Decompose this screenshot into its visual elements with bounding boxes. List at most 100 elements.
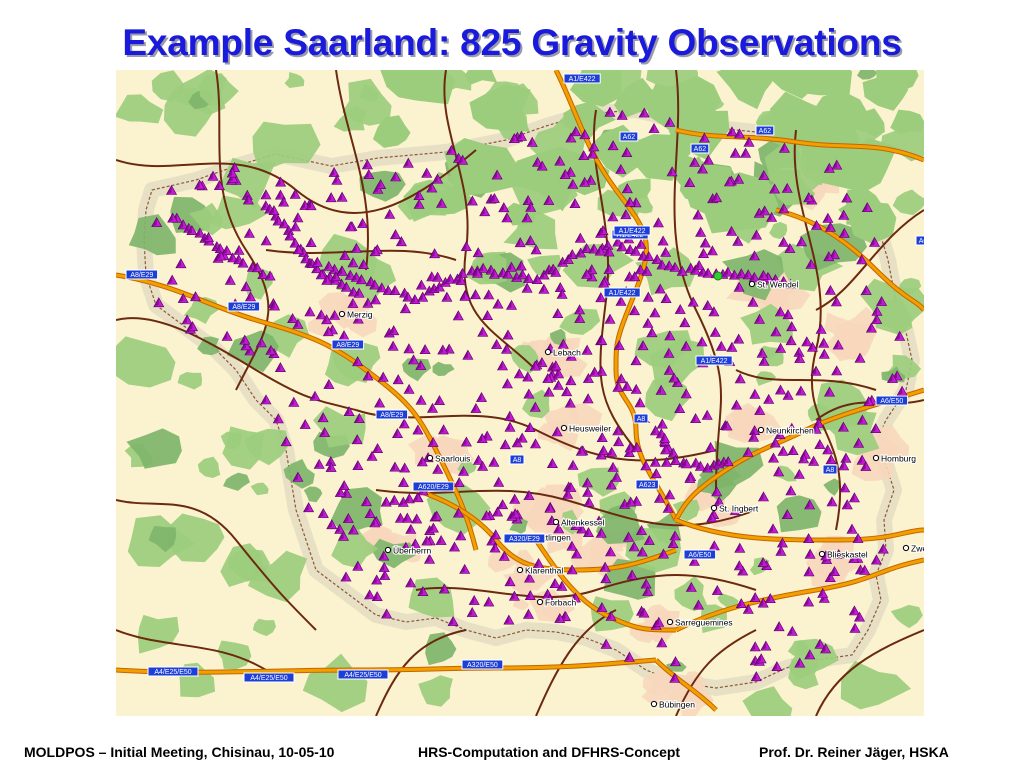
gravity-observation-marker[interactable] — [347, 524, 359, 535]
gravity-observation-marker[interactable] — [856, 414, 868, 425]
gravity-observation-marker[interactable] — [438, 424, 450, 435]
gravity-observation-marker[interactable] — [784, 242, 796, 253]
gravity-observation-marker[interactable] — [804, 548, 816, 559]
gravity-observation-marker[interactable] — [460, 436, 472, 447]
gravity-observation-marker[interactable] — [455, 530, 467, 541]
gravity-observation-marker[interactable] — [309, 390, 321, 401]
gravity-observation-marker[interactable] — [433, 281, 445, 292]
gravity-observation-marker[interactable] — [659, 432, 671, 443]
gravity-observation-marker[interactable] — [605, 479, 617, 490]
gravity-observation-marker[interactable] — [756, 347, 768, 358]
gravity-observation-marker[interactable] — [477, 326, 489, 337]
gravity-observation-marker[interactable] — [251, 262, 263, 273]
gravity-observation-marker[interactable] — [886, 372, 899, 383]
gravity-observation-marker[interactable] — [871, 313, 883, 324]
gravity-observation-marker[interactable] — [849, 622, 861, 633]
gravity-observation-marker[interactable] — [612, 425, 624, 436]
gravity-observation-marker[interactable] — [597, 225, 609, 235]
gravity-observation-marker[interactable] — [438, 583, 450, 594]
gravity-observation-marker[interactable] — [269, 300, 281, 311]
gravity-observation-marker[interactable] — [186, 225, 198, 235]
gravity-observation-marker[interactable] — [417, 291, 429, 302]
gravity-observation-marker[interactable] — [652, 217, 664, 228]
gravity-observation-marker[interactable] — [392, 374, 404, 385]
gravity-observation-marker[interactable] — [669, 672, 681, 683]
gravity-observation-marker[interactable] — [524, 235, 536, 245]
gravity-observation-marker[interactable] — [767, 452, 780, 463]
gravity-observation-marker[interactable] — [695, 226, 707, 237]
gravity-observation-marker[interactable] — [357, 217, 369, 228]
gravity-observation-marker[interactable] — [452, 310, 464, 321]
gravity-observation-marker[interactable] — [566, 564, 578, 575]
gravity-observation-marker[interactable] — [833, 548, 845, 559]
gravity-observation-marker[interactable] — [553, 523, 565, 534]
gravity-observation-marker[interactable] — [635, 524, 648, 535]
gravity-observation-marker[interactable] — [522, 371, 534, 382]
gravity-observation-marker[interactable] — [498, 202, 510, 213]
gravity-observation-marker[interactable] — [489, 542, 501, 553]
gravity-observation-marker[interactable] — [586, 264, 598, 275]
gravity-observation-marker[interactable] — [702, 299, 714, 310]
gravity-observation-marker[interactable] — [825, 454, 837, 465]
gravity-observation-marker[interactable] — [607, 461, 619, 472]
gravity-observation-marker[interactable] — [795, 385, 807, 396]
gravity-observation-marker[interactable] — [655, 384, 667, 395]
gravity-observation-marker[interactable] — [531, 156, 544, 167]
gravity-observation-marker[interactable] — [616, 241, 628, 252]
gravity-observation-marker[interactable] — [536, 160, 548, 171]
gravity-observation-marker[interactable] — [357, 259, 370, 269]
gravity-observation-marker[interactable] — [151, 216, 163, 227]
gravity-observation-marker[interactable] — [785, 335, 797, 346]
gravity-observation-marker[interactable] — [694, 460, 706, 471]
gravity-observation-marker[interactable] — [417, 586, 429, 597]
gravity-observation-marker[interactable] — [334, 523, 346, 534]
gravity-observation-marker[interactable] — [413, 198, 425, 209]
gravity-observation-marker[interactable] — [668, 372, 680, 383]
gravity-observation-marker[interactable] — [750, 229, 763, 240]
town-lebach[interactable]: Lebach — [544, 346, 582, 359]
gravity-observation-marker[interactable] — [598, 277, 610, 288]
gravity-observation-marker[interactable] — [278, 218, 290, 229]
gravity-observation-marker[interactable] — [838, 227, 850, 238]
gravity-observation-marker[interactable] — [375, 179, 387, 189]
gravity-observation-marker[interactable] — [355, 274, 367, 285]
gravity-observation-marker[interactable] — [421, 535, 433, 546]
gravity-observation-marker[interactable] — [522, 608, 535, 619]
gravity-observation-marker[interactable] — [638, 607, 650, 618]
gravity-observation-marker[interactable] — [378, 561, 390, 572]
gravity-observation-marker[interactable] — [557, 338, 569, 349]
town-homburg[interactable]: Homburg — [872, 452, 917, 465]
reference-point-marker[interactable] — [713, 271, 723, 281]
gravity-observation-marker[interactable] — [416, 456, 428, 467]
gravity-observation-marker[interactable] — [382, 284, 394, 295]
gravity-observation-marker[interactable] — [565, 132, 577, 143]
gravity-observation-marker[interactable] — [749, 641, 761, 652]
gravity-observation-marker[interactable] — [401, 512, 413, 523]
gravity-observation-marker[interactable] — [321, 314, 333, 325]
gravity-observation-marker[interactable] — [651, 253, 663, 264]
town--berherrn[interactable]: Überherrn — [384, 544, 433, 557]
gravity-observation-marker[interactable] — [664, 330, 676, 341]
gravity-observation-marker[interactable] — [778, 236, 790, 247]
gravity-observation-marker[interactable] — [362, 297, 374, 308]
gravity-observation-marker[interactable] — [642, 317, 654, 328]
gravity-observation-marker[interactable] — [569, 198, 581, 208]
gravity-observation-marker[interactable] — [315, 309, 327, 320]
gravity-observation-marker[interactable] — [711, 486, 723, 497]
gravity-observation-marker[interactable] — [687, 296, 699, 307]
gravity-observation-marker[interactable] — [830, 296, 842, 307]
gravity-observation-marker[interactable] — [748, 431, 760, 442]
gravity-observation-marker[interactable] — [526, 136, 538, 147]
gravity-observation-marker[interactable] — [653, 616, 665, 627]
gravity-observation-marker[interactable] — [597, 445, 610, 456]
gravity-observation-marker[interactable] — [595, 292, 607, 303]
gravity-observation-marker[interactable] — [502, 329, 514, 340]
gravity-observation-marker[interactable] — [509, 493, 521, 504]
gravity-observation-marker[interactable] — [315, 269, 327, 280]
gravity-observation-marker[interactable] — [505, 261, 517, 272]
gravity-observation-marker[interactable] — [820, 643, 832, 654]
gravity-observation-marker[interactable] — [589, 366, 601, 377]
gravity-observation-marker[interactable] — [347, 297, 359, 308]
gravity-observation-marker[interactable] — [604, 313, 616, 324]
gravity-observation-marker[interactable] — [409, 538, 421, 549]
